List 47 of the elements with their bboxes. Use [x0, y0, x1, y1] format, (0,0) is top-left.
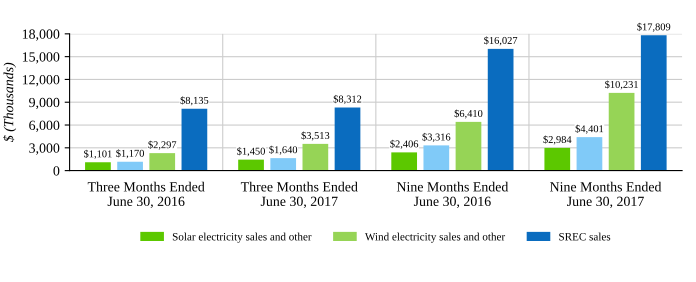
- y-tick-label: 12,000: [22, 75, 60, 86]
- bar: [423, 145, 450, 171]
- bar: [391, 152, 418, 171]
- y-tick-label: 3,000: [29, 143, 60, 155]
- x-tick-label: Three Months Ended June 30, 2017: [240, 182, 358, 208]
- data-label: $17,809: [637, 22, 670, 32]
- bar: [488, 48, 514, 171]
- data-label: $2,297: [148, 140, 176, 150]
- bar: [270, 158, 296, 171]
- x-tick-label: Nine Months Ended June 30, 2016: [396, 182, 508, 208]
- data-label: $2,984: [543, 135, 572, 145]
- bar: [334, 107, 360, 171]
- y-axis-title: $ (Thousands): [3, 62, 16, 142]
- bar: [117, 162, 143, 171]
- bar: [640, 35, 667, 171]
- bar: [302, 144, 328, 171]
- bar: [456, 122, 482, 171]
- data-label: $3,513: [301, 131, 330, 141]
- data-label: $4,401: [576, 124, 604, 134]
- bar: [85, 162, 111, 171]
- x-tick-label: Three Months Ended June 30, 2016: [88, 182, 205, 208]
- data-label: $3,316: [422, 132, 450, 142]
- y-tick-label: 0: [53, 166, 60, 176]
- legend-label: SREC sales: [559, 232, 610, 240]
- bar: [608, 92, 634, 171]
- y-tick-label: 15,000: [22, 52, 60, 64]
- data-label: $8,135: [180, 96, 208, 106]
- bar: [544, 148, 570, 171]
- data-label: $1,640: [269, 146, 298, 155]
- data-label: $2,406: [390, 140, 418, 149]
- y-tick-label: 18,000: [22, 29, 60, 41]
- legend-label: Wind electricity sales and other: [364, 232, 506, 243]
- data-label: $1,450: [237, 147, 265, 156]
- bar: [576, 137, 602, 171]
- data-label: $6,410: [454, 109, 482, 119]
- data-label: $1,101: [84, 150, 112, 159]
- bar: [182, 108, 208, 171]
- legend-label: Solar electricity sales and other: [172, 232, 312, 243]
- x-tick-label: Nine Months Ended June 30, 2017: [550, 182, 662, 208]
- data-label: $1,170: [116, 149, 144, 158]
- y-tick-label: 9,000: [29, 98, 60, 110]
- bar: [149, 153, 176, 171]
- y-tick-label: 6,000: [29, 120, 60, 132]
- data-label: $10,231: [605, 80, 638, 90]
- bar: [238, 160, 264, 171]
- data-label: $8,312: [334, 94, 362, 104]
- data-label: $16,027: [484, 36, 518, 46]
